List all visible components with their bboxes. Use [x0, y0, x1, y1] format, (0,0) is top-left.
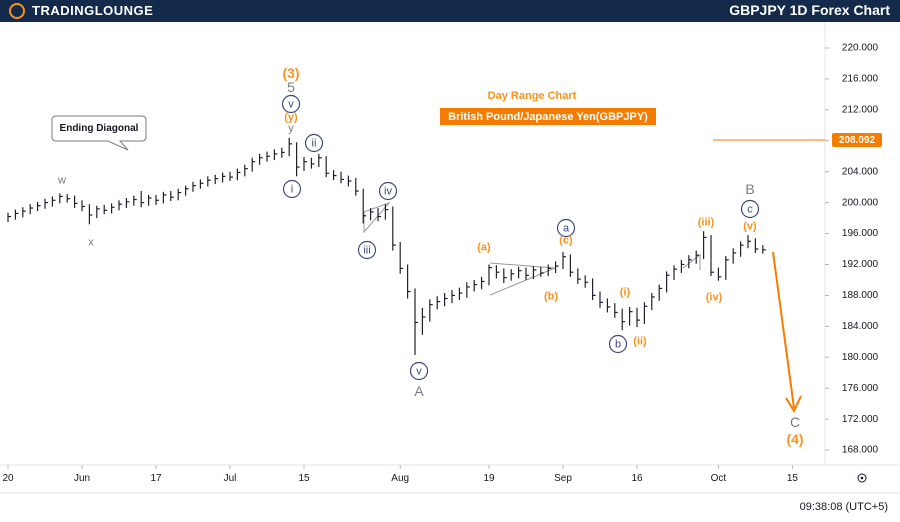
wave-label: A [414, 383, 424, 399]
wave-label: (y) [284, 111, 298, 123]
projection-arrow [772, 251, 795, 409]
header-title: GBPJPY 1D Forex Chart [729, 2, 890, 18]
arrow-head [785, 395, 802, 414]
last-price-label: 208.092 [839, 135, 876, 146]
x-tick-label: Jul [224, 473, 237, 484]
wave-circle [282, 179, 302, 199]
header-bar [0, 0, 900, 22]
logo: TradingLounge [32, 3, 153, 18]
y-tick-label: 192.000 [842, 259, 879, 270]
plot: 168.000 172.000 176.000 180.000 184.000 188.0… [2, 43, 882, 484]
last-price-box [832, 133, 882, 148]
wave-label: (i) [620, 286, 631, 298]
y-tick-label: 188.000 [842, 290, 879, 301]
wave-circle [409, 361, 429, 381]
wave-label: iii [363, 244, 370, 256]
wave-label: (c) [559, 234, 573, 246]
wave-label: i [291, 183, 293, 195]
wave-label: v [416, 365, 422, 377]
y-tick-label: 180.000 [842, 352, 879, 363]
wave-label: (ii) [633, 335, 647, 347]
wave-label: (3) [282, 65, 299, 81]
wave-circle [608, 334, 628, 354]
instrument: British Pound/Japanese Yen(GBPJPY) [448, 111, 648, 123]
x-tick-label: Oct [711, 473, 727, 484]
instrument-box [440, 108, 656, 125]
wave-label: a [563, 222, 570, 234]
y-tick-label: 200.000 [842, 197, 879, 208]
callout: Ending Diagonal [60, 123, 139, 134]
wave-circle [304, 133, 324, 153]
wave-label: v [288, 98, 294, 110]
x-tick-label: 15 [298, 473, 310, 484]
y-tick-label: 168.000 [842, 445, 879, 456]
diagonal-lines [363, 201, 391, 234]
wave-label: w [57, 174, 66, 186]
wave-label: y [288, 122, 294, 134]
x-tick-label: 17 [150, 473, 162, 484]
x-tick-label: 16 [631, 473, 643, 484]
logo-icon [9, 3, 25, 19]
clock: 09:38:08 (UTC+5) [800, 501, 888, 513]
wave-label: c [747, 203, 753, 215]
x-tick-label: Jun [74, 473, 90, 484]
x-tick-label: Aug [391, 473, 409, 484]
wave-label: (iii) [698, 216, 715, 228]
x-tick-label: Sep [554, 473, 572, 484]
wave-label: (iv) [706, 291, 723, 303]
wave-label: (v) [743, 220, 757, 232]
wave-label: (a) [477, 241, 491, 253]
y-tick-label: 172.000 [842, 414, 879, 425]
wave-label: (b) [544, 290, 558, 302]
wave-circle [556, 218, 576, 238]
y-tick-label: 220.000 [842, 43, 879, 54]
y-tick-label: 176.000 [842, 383, 879, 394]
wave-circle [357, 240, 377, 260]
callout-box [51, 115, 147, 151]
wave-label: ii [312, 137, 317, 149]
settings-icon-dot [860, 476, 864, 480]
wave-label: (4) [786, 431, 803, 447]
chart-subtitle: Day Range Chart [488, 90, 577, 102]
wave-label: iv [384, 185, 392, 197]
y-tick-label: 204.000 [842, 166, 879, 177]
wave-label: 5 [287, 79, 295, 95]
x-tick-label: 15 [787, 473, 799, 484]
wave-label: B [745, 181, 754, 197]
y-tick-label: 184.000 [842, 321, 879, 332]
y-tick-label: 196.000 [842, 228, 879, 239]
wave-circle [378, 181, 398, 201]
x-tick-label: 20 [2, 473, 14, 484]
wave-label: x [88, 236, 94, 248]
y-tick-label: 212.000 [842, 104, 879, 115]
x-tick-label: 19 [483, 473, 495, 484]
y-tick-label: 216.000 [842, 74, 879, 85]
wave-circle [740, 199, 760, 219]
wave-circle [281, 94, 301, 114]
wave-label: b [615, 338, 621, 350]
settings-icon[interactable] [857, 473, 867, 483]
wave-label: C [790, 414, 800, 430]
